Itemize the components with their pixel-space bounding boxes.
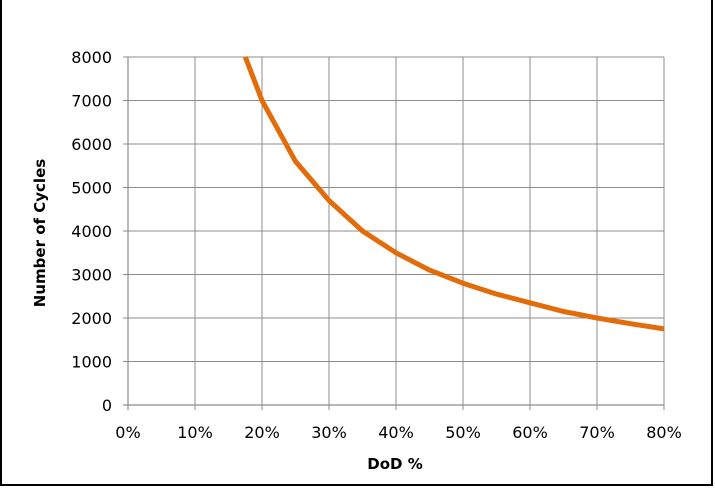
x-axis-label: DoD %	[367, 455, 422, 473]
series-line	[242, 56, 665, 332]
x-tick-label: 60%	[512, 423, 548, 442]
x-tick-label: 20%	[244, 423, 280, 442]
x-tick-label: 40%	[378, 423, 414, 442]
y-axis-label: Number of Cycles	[31, 159, 49, 307]
y-tick-label: 2000	[71, 309, 112, 328]
x-tick-label: 70%	[579, 423, 615, 442]
x-tick-label: 50%	[445, 423, 481, 442]
x-tick-label: 80%	[646, 423, 682, 442]
grid-lines	[123, 56, 665, 410]
y-tick-label: 1000	[71, 353, 112, 372]
y-tick-label: 8000	[71, 48, 112, 67]
y-tick-label: 5000	[71, 179, 112, 198]
tick-labels: 0% 10% 20% 30% 40% 50% 60% 70% 80% 0 1000 2000 3000 4…	[71, 48, 682, 442]
series-lines	[242, 56, 665, 332]
y-tick-label: 6000	[71, 135, 112, 154]
y-tick-label: 3000	[71, 266, 112, 285]
y-tick-label: 0	[102, 396, 112, 415]
y-tick-label: 7000	[71, 92, 112, 111]
y-tick-label: 4000	[71, 222, 112, 241]
x-tick-label: 0%	[115, 423, 140, 442]
x-tick-label: 30%	[311, 423, 347, 442]
x-tick-label: 10%	[177, 423, 213, 442]
